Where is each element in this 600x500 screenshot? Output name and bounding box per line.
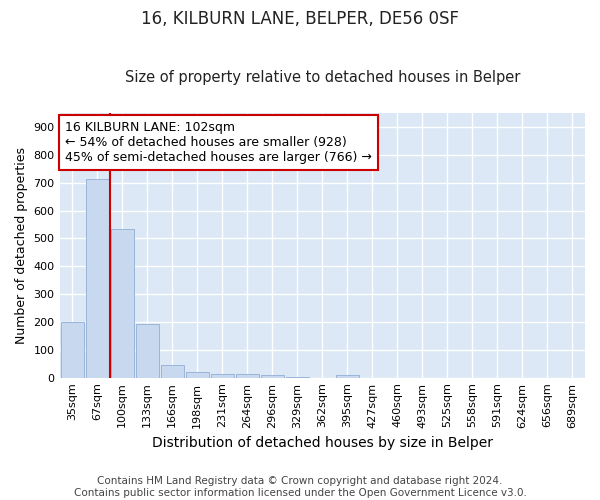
Bar [61,322,83,378]
X-axis label: Distribution of detached houses by size in Belper: Distribution of detached houses by size … [152,436,493,450]
Title: Size of property relative to detached houses in Belper: Size of property relative to detached ho… [125,70,520,86]
Bar [110,228,134,378]
Bar [136,324,158,378]
Bar [185,372,209,378]
Text: Contains HM Land Registry data © Crown copyright and database right 2024.
Contai: Contains HM Land Registry data © Crown c… [74,476,526,498]
Bar [211,374,233,378]
Bar [161,365,184,378]
Bar [86,178,109,378]
Text: 16, KILBURN LANE, BELPER, DE56 0SF: 16, KILBURN LANE, BELPER, DE56 0SF [141,10,459,28]
Y-axis label: Number of detached properties: Number of detached properties [15,147,28,344]
Bar [286,377,309,378]
Bar [336,375,359,378]
Text: 16 KILBURN LANE: 102sqm
← 54% of detached houses are smaller (928)
45% of semi-d: 16 KILBURN LANE: 102sqm ← 54% of detache… [65,121,371,164]
Bar [236,374,259,378]
Bar [261,376,284,378]
